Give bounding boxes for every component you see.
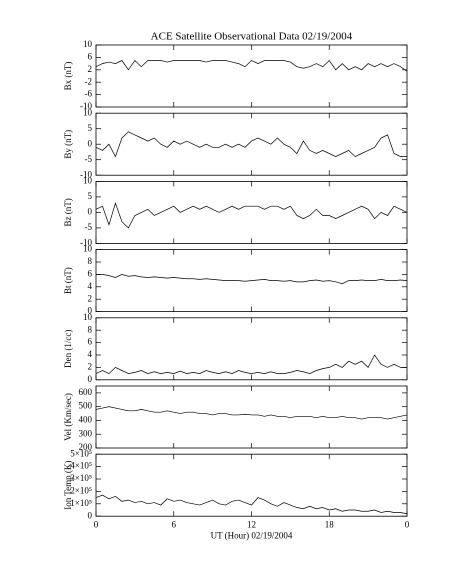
data-trace: [95, 354, 407, 375]
y-tick-label: 2: [88, 293, 93, 303]
panel-frame: [95, 112, 408, 176]
y-tick-label: 500: [79, 401, 93, 411]
y-tick-label: -2: [85, 76, 93, 86]
y-tick-label: 8: [88, 324, 93, 334]
y-tick-label: -10: [80, 237, 92, 247]
panel-frame: [95, 44, 408, 108]
x-axis-label: UT (Hour) 02/19/2004: [211, 530, 293, 540]
y-axis-label: Den (1/cc): [63, 330, 73, 368]
y-tick-label: -5: [85, 154, 93, 164]
x-tick-label: 0: [94, 519, 99, 529]
chart-title: ACE Satellite Observational Data 02/19/2…: [151, 31, 353, 43]
data-trace: [95, 59, 408, 72]
y-tick-label: 3×10⁵: [70, 473, 92, 483]
y-tick-label: 6: [88, 337, 93, 347]
y-tick-label: -5: [85, 222, 93, 232]
y-axis-label: By (nT): [63, 130, 73, 159]
y-axis-label: Bx (nT): [63, 62, 73, 91]
data-trace: [96, 274, 408, 285]
y-tick-label: 2×10⁵: [70, 485, 92, 495]
y-tick-label: 600: [79, 387, 93, 397]
y-tick-label: 0: [88, 510, 93, 520]
y-tick-label: 300: [79, 428, 93, 438]
y-tick-label: 4: [88, 349, 93, 359]
x-tick-label: 18: [325, 519, 335, 529]
y-tick-label: 0: [88, 206, 93, 216]
panel-frame: [95, 453, 408, 517]
y-tick-label: 5×10⁵: [70, 448, 92, 458]
y-tick-label: 0: [88, 306, 93, 316]
panel-frame: [95, 385, 408, 449]
y-tick-label: 5: [88, 191, 93, 201]
y-tick-label: 0: [88, 374, 93, 384]
y-tick-label: -6: [85, 89, 93, 99]
y-axis-label: Vel (Km/sec): [63, 393, 73, 441]
y-tick-label: 200: [79, 442, 93, 452]
panel-frame: [95, 317, 408, 381]
data-trace: [95, 494, 408, 515]
y-tick-label: 10: [83, 107, 93, 117]
y-tick-label: 2: [88, 64, 93, 74]
y-tick-label: 0: [88, 138, 93, 148]
x-tick-label: 12: [247, 519, 256, 529]
y-axis-label: Bt (nT): [63, 267, 73, 294]
y-tick-label: 400: [79, 415, 93, 425]
y-tick-label: 1×10⁵: [70, 498, 92, 508]
y-tick-label: 10: [83, 175, 93, 185]
data-trace: [95, 131, 407, 158]
y-axis-label: Bz (nT): [63, 198, 73, 226]
y-tick-label: 10: [83, 312, 93, 322]
y-tick-label: -10: [80, 169, 92, 179]
y-tick-label: -10: [80, 101, 92, 111]
panel-frame: [95, 180, 408, 244]
y-tick-label: 6: [88, 51, 93, 61]
x-tick-label: 0: [405, 519, 410, 529]
y-tick-label: 5: [88, 123, 93, 133]
y-tick-label: 2: [88, 361, 93, 371]
y-tick-label: 10: [83, 39, 93, 49]
y-tick-label: 10: [83, 244, 93, 254]
y-tick-label: 8: [88, 256, 93, 266]
y-axis-label: Ion Temp (K): [63, 461, 73, 510]
y-tick-label: 6: [88, 268, 93, 278]
y-tick-label: 4: [88, 281, 93, 291]
data-trace: [95, 201, 408, 229]
y-tick-label: 4×10⁵: [70, 461, 92, 471]
x-tick-label: 6: [172, 519, 177, 529]
data-trace: [95, 406, 408, 420]
